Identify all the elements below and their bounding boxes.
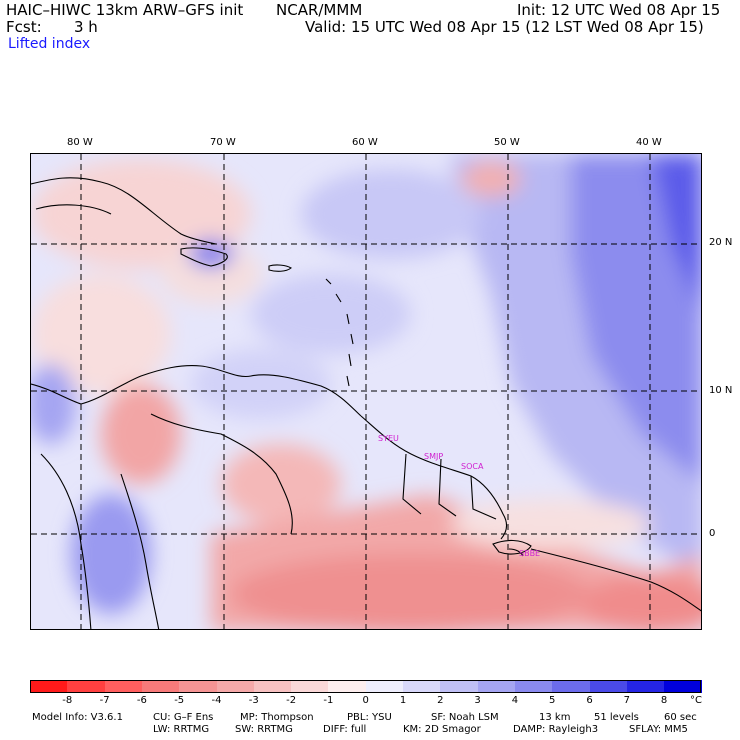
lat-label-0: 0 — [709, 528, 716, 539]
footer-diff: DIFF: full — [323, 724, 367, 735]
colorbar-cell — [216, 680, 255, 693]
valid-time: Valid: 15 UTC Wed 08 Apr 15 (12 LST Wed … — [305, 18, 704, 36]
colorbar-label: 8 — [660, 695, 668, 706]
colorbar-cell — [253, 680, 292, 693]
lon-label-70w: 70 W — [210, 137, 236, 148]
colorbar-label: -5 — [174, 695, 185, 706]
colorbar-cell — [440, 680, 479, 693]
colorbar-cell — [179, 680, 218, 693]
footer-km: KM: 2D Smagor — [403, 724, 481, 735]
lat-label-20n: 20 N — [709, 237, 733, 248]
footer-damp: DAMP: Rayleigh3 — [513, 724, 599, 735]
colorbar-label: 3 — [474, 695, 481, 706]
colorbar-label: -7 — [99, 695, 110, 706]
map-canvas: SYEU SMJP SOCA SBBE — [31, 154, 701, 629]
agency-label: NCAR/MMM — [276, 1, 363, 19]
colorbar-cell — [365, 680, 404, 693]
colorbar-cell — [104, 680, 143, 693]
colorbar-label: 6 — [586, 695, 593, 706]
colorbar-cell — [30, 680, 68, 693]
colorbar-label: -1 — [323, 695, 334, 706]
station-smjp: SMJP — [424, 452, 443, 461]
footer-sw: SW: RRTMG — [235, 724, 293, 735]
coastlines — [31, 177, 701, 629]
colorbar-label: -6 — [136, 695, 147, 706]
footer-levels: 51 levels — [594, 712, 639, 723]
lon-label-40w: 40 W — [636, 137, 662, 148]
colorbar-cell — [552, 680, 591, 693]
field-shading — [31, 154, 701, 629]
footer-dt: 60 sec — [664, 712, 697, 723]
init-time: Init: 12 UTC Wed 08 Apr 15 — [517, 1, 721, 19]
colorbar-label: 0 — [362, 695, 369, 706]
lon-label-50w: 50 W — [494, 137, 520, 148]
colorbar-label: 7 — [623, 695, 630, 706]
fcst-value: 3 h — [74, 18, 98, 36]
footer-pbl: PBL: YSU — [347, 712, 392, 723]
colorbar-cell — [328, 680, 367, 693]
colorbar-label: -2 — [286, 695, 297, 706]
colorbar-cell — [67, 680, 106, 693]
footer-model-info: Model Info: V3.6.1 — [32, 712, 123, 723]
colorbar-unit: °C — [690, 695, 702, 706]
fcst-label: Fcst: — [6, 18, 42, 36]
footer-lw: LW: RRTMG — [153, 724, 210, 735]
field-name: Lifted index — [8, 36, 91, 52]
colorbar-border — [30, 680, 702, 693]
colorbar-cell — [477, 680, 516, 693]
lat-label-10n: 10 N — [709, 385, 733, 396]
colorbar-cell — [589, 680, 628, 693]
colorbar-cell — [664, 680, 703, 693]
colorbar-label: -8 — [62, 695, 73, 706]
footer-sf: SF: Noah LSM — [431, 712, 499, 723]
lon-label-60w: 60 W — [352, 137, 378, 148]
footer-sflay: SFLAY: MM5 — [629, 724, 688, 735]
footer-res: 13 km — [539, 712, 571, 723]
station-soca: SOCA — [461, 462, 484, 471]
colorbar-label: 5 — [549, 695, 556, 706]
colorbar-label: 2 — [437, 695, 444, 706]
colorbar-label: 1 — [399, 695, 407, 706]
colorbar-label: -3 — [248, 695, 259, 706]
graticule — [31, 154, 701, 629]
colorbar-label: -4 — [211, 695, 222, 706]
model-title: HAIC–HIWC 13km ARW–GFS init — [6, 1, 244, 19]
lon-label-80w: 80 W — [67, 137, 93, 148]
footer-mp: MP: Thompson — [240, 712, 314, 723]
colorbar-cell — [403, 680, 441, 693]
colorbar-cell — [626, 680, 665, 693]
lifted-index-map: SYEU SMJP SOCA SBBE — [30, 153, 702, 630]
colorbar-cell — [291, 680, 330, 693]
colorbar-label: 4 — [511, 695, 519, 706]
station-syeu: SYEU — [378, 434, 399, 443]
footer-cu: CU: G–F Ens — [153, 712, 214, 723]
colorbar-cell — [141, 680, 180, 693]
colorbar-cell — [514, 680, 553, 693]
station-sbbe: SBBE — [519, 549, 540, 558]
